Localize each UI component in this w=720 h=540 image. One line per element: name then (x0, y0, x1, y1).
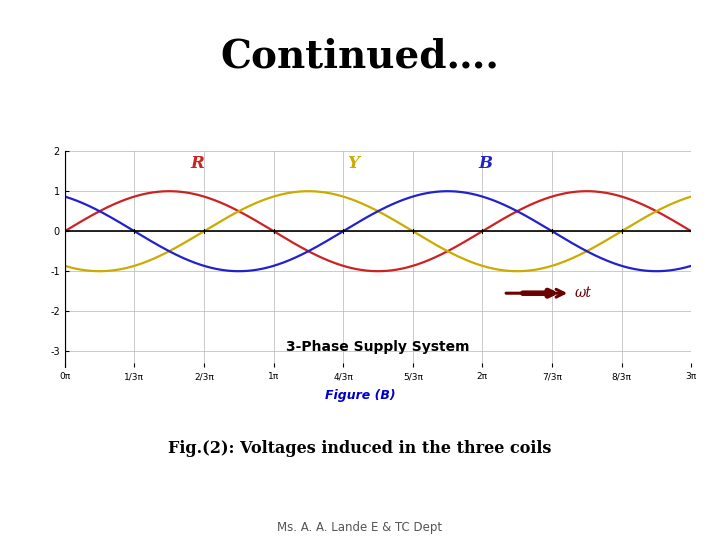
Text: Figure (B): Figure (B) (325, 389, 395, 402)
Text: Y: Y (347, 156, 359, 172)
Text: Fig.(2): Voltages induced in the three coils: Fig.(2): Voltages induced in the three c… (168, 440, 552, 457)
Text: Continued….: Continued…. (220, 38, 500, 76)
Text: ωt: ωt (575, 286, 591, 300)
Text: R: R (190, 156, 204, 172)
Text: B: B (478, 156, 492, 172)
Text: 3-Phase Supply System: 3-Phase Supply System (287, 340, 469, 354)
Text: Ms. A. A. Lande E & TC Dept: Ms. A. A. Lande E & TC Dept (277, 521, 443, 534)
